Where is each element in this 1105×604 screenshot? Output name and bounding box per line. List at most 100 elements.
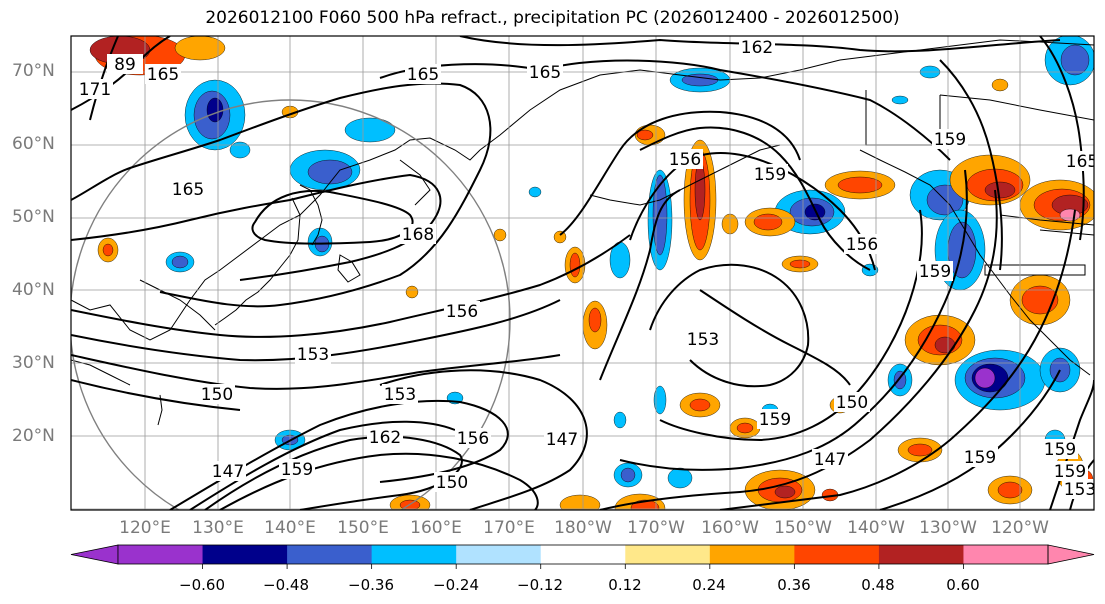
precip-shading-cell bbox=[907, 443, 933, 457]
contour-label: 153 bbox=[297, 345, 329, 365]
contour-label-bg bbox=[757, 409, 793, 429]
contour-label: 150 bbox=[836, 393, 868, 413]
precip-shading-cell bbox=[789, 259, 811, 269]
precip-shading-cell bbox=[774, 485, 796, 499]
contour-label: 147 bbox=[546, 430, 578, 450]
contour-label: 159 bbox=[754, 165, 786, 185]
lon-label: 140°W bbox=[847, 518, 905, 538]
precip-shading-cell bbox=[528, 186, 542, 198]
contour-label-bg bbox=[107, 54, 143, 74]
contour-label: 150 bbox=[201, 385, 233, 405]
contour-label-bg bbox=[917, 261, 953, 281]
contour-label: 156 bbox=[669, 150, 701, 170]
colorbar-segment bbox=[709, 545, 795, 564]
precip-shading-cell bbox=[837, 176, 883, 194]
precip-shading-cell bbox=[1059, 208, 1081, 222]
contour-label: 165 bbox=[1066, 152, 1098, 172]
contour-label-bg bbox=[834, 392, 870, 412]
contour-label-bg bbox=[544, 429, 580, 449]
colorbar-over-arrow bbox=[1047, 544, 1095, 565]
lon-label: 140°E bbox=[264, 518, 316, 538]
precip-shading-cell bbox=[1021, 285, 1059, 315]
colorbar-segment bbox=[963, 545, 1049, 564]
precip-shading-cell bbox=[736, 422, 754, 434]
contour-label: 165 bbox=[172, 180, 204, 200]
precip-shading-cell bbox=[344, 117, 396, 143]
contour-label: 159 bbox=[759, 410, 791, 430]
colorbar-tick-label: −0.36 bbox=[348, 576, 394, 594]
precip-shading-cell bbox=[652, 174, 668, 256]
contour-label-bg bbox=[812, 449, 848, 469]
colorbar-outline bbox=[117, 544, 1049, 565]
colorbar-segment bbox=[287, 545, 373, 564]
precip-shading-cell bbox=[636, 129, 654, 141]
precip-shading-cell bbox=[588, 307, 602, 333]
precip-shading-cell bbox=[984, 181, 1016, 199]
contour-label: 150 bbox=[436, 473, 468, 493]
lon-label: 150°W bbox=[774, 518, 832, 538]
contour-label: 159 bbox=[1044, 440, 1076, 460]
precip-shading-cell bbox=[667, 467, 693, 489]
contour-label: 147 bbox=[212, 462, 244, 482]
contour-label-bg bbox=[367, 427, 403, 447]
contour-label-bg bbox=[739, 37, 775, 57]
map-title: 2026012100 F060 500 hPa refract., precip… bbox=[205, 8, 900, 28]
contour-label-bg bbox=[1062, 479, 1094, 499]
precip-shading-cell bbox=[620, 467, 636, 483]
colorbar-under-arrow bbox=[70, 544, 119, 565]
contour-label: 156 bbox=[457, 429, 489, 449]
contour-label: 153 bbox=[1064, 480, 1096, 500]
contour-label-bg bbox=[962, 447, 998, 467]
contour-label-bg bbox=[444, 301, 480, 321]
contour-label-bg bbox=[1042, 439, 1078, 459]
precip-shading-cell bbox=[174, 36, 226, 61]
lat-label: 40°N bbox=[12, 280, 55, 300]
colorbar-tick-label: −0.24 bbox=[433, 576, 479, 594]
colorbar-segment bbox=[456, 545, 542, 564]
colorbar bbox=[70, 544, 1095, 569]
contour-label: 153 bbox=[384, 385, 416, 405]
contour-label: 171 bbox=[79, 80, 111, 100]
contour-label-bg bbox=[527, 62, 563, 82]
precip-shading-cell bbox=[493, 228, 507, 242]
contour-label-bg bbox=[279, 459, 315, 479]
precip-shading-cell bbox=[307, 159, 353, 185]
lon-label: 130°W bbox=[919, 518, 977, 538]
precip-shading-cell bbox=[613, 411, 627, 429]
precip-shading-cell bbox=[974, 367, 996, 389]
precip-shading-cell bbox=[997, 481, 1023, 499]
contour-label-bg bbox=[295, 344, 331, 364]
colorbar-tick-label: −0.12 bbox=[517, 576, 563, 594]
lon-label: 170°W bbox=[627, 518, 685, 538]
contour-label: 165 bbox=[529, 63, 561, 83]
colorbar-segment bbox=[371, 545, 457, 564]
lon-label: 150°E bbox=[337, 518, 389, 538]
precip-shading-cell bbox=[753, 213, 783, 231]
contour-label: 89 bbox=[114, 55, 136, 75]
lat-lon-grid bbox=[71, 36, 1094, 510]
contour-label-bg bbox=[685, 329, 721, 349]
contour-label: 168 bbox=[402, 225, 434, 245]
contour-label-bg bbox=[145, 64, 181, 84]
contour-label: 159 bbox=[1054, 462, 1086, 482]
contour-label: 159 bbox=[281, 460, 313, 480]
precip-shading-cell bbox=[891, 95, 909, 105]
colorbar-tick-label: −0.60 bbox=[179, 576, 225, 594]
lat-label: 20°N bbox=[12, 426, 55, 446]
lon-label: 130°E bbox=[192, 518, 244, 538]
lon-label: 170°E bbox=[483, 518, 535, 538]
colorbar-tick-label: 0.24 bbox=[692, 576, 726, 594]
precipitation-shading bbox=[89, 36, 1094, 510]
colorbar-segment bbox=[878, 545, 964, 564]
contour-label-bg bbox=[434, 472, 470, 492]
colorbar-segment bbox=[202, 545, 288, 564]
contour-label-bg bbox=[382, 384, 418, 404]
precip-shading-cell bbox=[171, 255, 189, 269]
lon-label: 180°W bbox=[554, 518, 612, 538]
colorbar-segment bbox=[540, 545, 626, 564]
contour-label-bg bbox=[667, 149, 703, 169]
contour-label-bg bbox=[77, 79, 113, 99]
colorbar-segment bbox=[794, 545, 880, 564]
contour-label-bg bbox=[210, 461, 246, 481]
contour-label: 159 bbox=[964, 448, 996, 468]
